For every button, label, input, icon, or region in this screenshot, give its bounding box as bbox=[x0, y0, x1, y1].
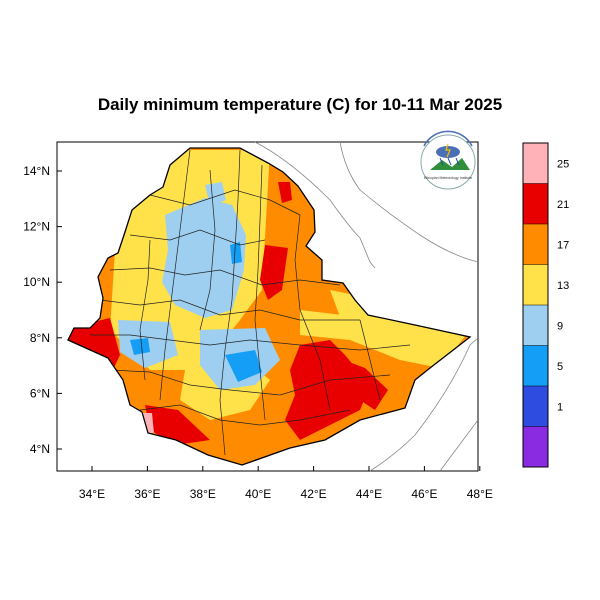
colorbar-label: 5 bbox=[557, 361, 563, 373]
colorbar-segment bbox=[523, 305, 548, 346]
x-tick-label: 38°E bbox=[190, 487, 216, 501]
colorbar-segment bbox=[523, 183, 548, 224]
colorbar-label: 25 bbox=[557, 158, 569, 170]
coastline bbox=[254, 141, 479, 472]
colorbar-segment bbox=[523, 143, 548, 184]
colorbar-segment bbox=[523, 224, 548, 265]
x-tick-label: 48°E bbox=[467, 487, 493, 501]
y-tick-label: 10°N bbox=[23, 275, 50, 289]
x-tick-label: 36°E bbox=[134, 487, 160, 501]
colorbar-segment bbox=[523, 345, 548, 386]
colorbar-label: 21 bbox=[557, 199, 569, 211]
x-tick-label: 44°E bbox=[356, 487, 382, 501]
map-title: Daily minimum temperature (C) for 10-11 … bbox=[97, 95, 503, 114]
y-tick-label: 14°N bbox=[23, 164, 50, 178]
x-axis: 34°E 36°E 38°E 40°E 42°E 44°E 46°E 48°E bbox=[79, 466, 493, 501]
y-axis: 14°N 12°N 10°N 8°N 6°N 4°N bbox=[23, 164, 62, 456]
colorbar-label: 9 bbox=[557, 320, 563, 332]
y-tick-label: 8°N bbox=[30, 331, 50, 345]
y-tick-label: 4°N bbox=[30, 442, 50, 456]
x-tick-label: 42°E bbox=[301, 487, 327, 501]
colorbar-label: 13 bbox=[557, 280, 569, 292]
y-tick-label: 6°N bbox=[30, 386, 50, 400]
logo-text: Ethiopian Meteorology Institute bbox=[424, 176, 472, 180]
country-outline bbox=[67, 147, 472, 466]
colorbar-segment bbox=[523, 386, 548, 427]
x-tick-label: 34°E bbox=[79, 487, 105, 501]
admin-boundaries bbox=[90, 149, 411, 456]
colorbar-label: 1 bbox=[557, 401, 563, 413]
x-tick-label: 46°E bbox=[411, 487, 437, 501]
colorbar-label: 17 bbox=[557, 239, 569, 251]
colorbar: 1 5 9 13 17 21 25 bbox=[522, 142, 569, 468]
colorbar-segment bbox=[523, 264, 548, 305]
x-tick-label: 40°E bbox=[245, 487, 271, 501]
weather-logo: Ethiopian Meteorology Institute bbox=[420, 130, 476, 190]
colorbar-segment bbox=[523, 426, 548, 467]
y-tick-label: 12°N bbox=[23, 220, 50, 234]
